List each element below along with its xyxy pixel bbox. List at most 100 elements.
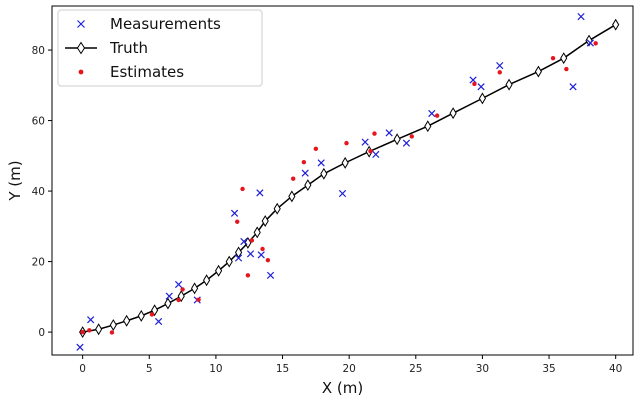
x-tick-label: 5 [146, 363, 153, 375]
estimate-point [260, 246, 265, 252]
measurement-point [372, 150, 380, 159]
legend-entry: Truth [65, 39, 148, 57]
x-tick-label: 20 [342, 363, 355, 375]
estimate-point [109, 330, 115, 335]
axes-frame [51, 5, 634, 356]
estimates-series [80, 41, 598, 335]
measurement-point [428, 109, 436, 118]
x-tick-label: 15 [276, 363, 289, 375]
truth-point [393, 133, 401, 146]
measurement-point [301, 169, 309, 177]
estimate-point [180, 287, 185, 292]
plot-area [76, 12, 620, 351]
legend-entry: Measurements [77, 15, 221, 33]
measurement-point [338, 189, 347, 198]
x-tick-label: 10 [209, 363, 222, 375]
x-tick-label: 40 [609, 363, 622, 375]
truth-point [214, 264, 223, 277]
truth-point [253, 226, 261, 239]
legend-marker-dot [78, 69, 84, 75]
estimate-point [372, 131, 377, 136]
measurement-point [266, 271, 275, 279]
estimate-point [434, 113, 440, 118]
estimate-point [290, 176, 296, 181]
x-tick-label: 35 [542, 363, 555, 375]
estimate-point [249, 238, 255, 243]
truth-point [320, 167, 328, 180]
estimate-point [550, 55, 556, 61]
measurement-point [256, 189, 264, 197]
truth-point [137, 309, 145, 322]
estimate-point [593, 41, 598, 46]
estimate-point [409, 134, 414, 139]
axis-ticks: 0 5 10 15 20 25 30 35 40 0 20 40 60 80 [32, 45, 623, 375]
measurement-point [230, 209, 239, 217]
measurement-point [586, 39, 594, 47]
measurement-point [240, 237, 248, 246]
truth-point [261, 215, 269, 228]
legend-marker-x [77, 20, 85, 28]
truth-point [612, 18, 620, 31]
estimate-point [564, 66, 569, 72]
truth-point [191, 282, 199, 295]
x-tick-label: 0 [79, 363, 86, 375]
measurement-point [174, 280, 183, 289]
measurement-point [257, 251, 265, 259]
measurement-point [496, 61, 504, 70]
truth-point [123, 314, 131, 327]
estimate-point [265, 257, 271, 263]
truth-point [304, 179, 312, 192]
estimate-point [313, 146, 319, 151]
measurement-point [154, 317, 163, 326]
legend-marker-diamond [76, 41, 86, 55]
truth-point [225, 255, 233, 268]
measurement-point [577, 12, 585, 21]
truth-point [109, 319, 117, 332]
legend-entry: Estimates [78, 63, 184, 81]
estimate-point [80, 329, 85, 335]
measurement-point [385, 129, 393, 137]
measurement-point [477, 83, 485, 91]
truth-point [478, 92, 487, 105]
legend-label: Truth [109, 39, 148, 57]
truth-point [560, 52, 568, 65]
truth-point [202, 274, 211, 287]
measurement-point [234, 254, 243, 262]
measurement-point [87, 316, 95, 324]
x-axis-label: X (m) [322, 379, 363, 397]
truth-point [449, 107, 457, 120]
measurement-point [165, 292, 173, 300]
estimate-point [149, 312, 155, 317]
estimate-point [235, 219, 240, 224]
legend-label: Measurements [110, 15, 221, 33]
x-tick-label: 30 [476, 363, 489, 375]
truth-series [79, 18, 620, 339]
estimate-point [497, 70, 502, 75]
estimate-point [368, 149, 373, 154]
truth-point [505, 78, 513, 91]
truth-point [95, 323, 103, 336]
y-tick-label: 60 [32, 116, 45, 128]
estimate-point [87, 328, 92, 333]
estimate-point [301, 159, 307, 165]
measurement-point [317, 159, 325, 167]
measurement-point [402, 139, 411, 147]
truth-point [273, 202, 281, 215]
y-axis-label: Y (m) [6, 160, 24, 201]
y-tick-label: 40 [32, 186, 45, 198]
estimate-point [344, 140, 349, 146]
truth-point [164, 297, 172, 310]
estimate-point [245, 273, 251, 278]
truth-point [424, 120, 432, 133]
truth-point [341, 156, 349, 169]
x-tick-label: 25 [409, 363, 422, 375]
measurement-point [246, 250, 255, 258]
legend-label: Estimates [110, 63, 184, 81]
estimate-point [196, 297, 201, 302]
estimate-point [240, 186, 245, 192]
truth-point [534, 65, 542, 78]
measurement-point [361, 138, 369, 146]
legend: Measurements Truth Estimates [57, 9, 263, 87]
estimate-point [472, 81, 477, 87]
